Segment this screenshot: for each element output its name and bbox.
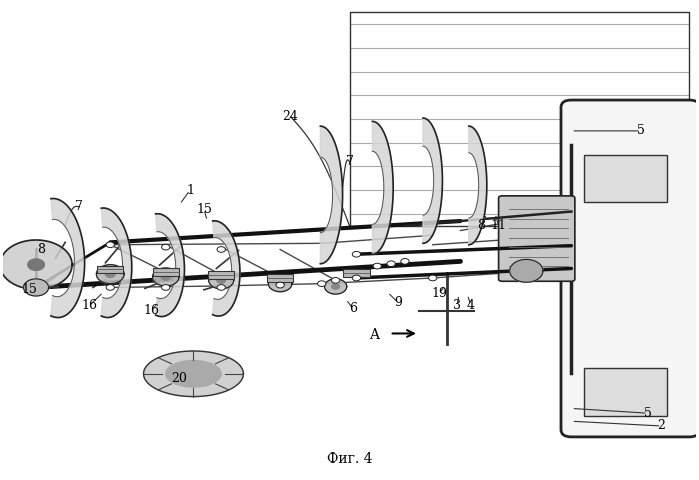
Text: 5: 5 (644, 407, 651, 420)
Text: 2: 2 (658, 420, 665, 432)
Polygon shape (510, 260, 543, 282)
FancyBboxPatch shape (561, 100, 699, 437)
Polygon shape (209, 272, 233, 289)
Circle shape (161, 285, 170, 290)
Circle shape (217, 285, 225, 290)
Polygon shape (0, 240, 72, 289)
Polygon shape (320, 126, 343, 264)
Polygon shape (101, 208, 131, 317)
Text: 11: 11 (491, 219, 507, 232)
Text: 9: 9 (394, 296, 402, 309)
Text: 7: 7 (75, 200, 83, 213)
Bar (152, 268, 179, 276)
Polygon shape (469, 126, 487, 245)
Circle shape (317, 281, 326, 287)
Text: 4: 4 (467, 299, 475, 312)
Polygon shape (268, 276, 292, 292)
Polygon shape (373, 121, 393, 254)
Circle shape (373, 263, 382, 269)
Bar (584, 155, 667, 202)
Text: 8: 8 (477, 219, 485, 232)
Bar (97, 265, 124, 273)
Polygon shape (24, 279, 48, 296)
Polygon shape (423, 118, 442, 243)
Polygon shape (143, 351, 243, 396)
Circle shape (387, 261, 395, 266)
Circle shape (331, 277, 340, 283)
Circle shape (352, 252, 361, 257)
Text: 24: 24 (282, 110, 298, 123)
Polygon shape (276, 281, 284, 287)
Polygon shape (161, 274, 171, 280)
Text: 20: 20 (172, 372, 187, 385)
Polygon shape (51, 199, 85, 318)
FancyBboxPatch shape (498, 196, 575, 281)
Bar (267, 274, 294, 282)
Bar (208, 271, 234, 279)
Text: Фиг. 4: Фиг. 4 (326, 452, 373, 466)
Text: 8: 8 (37, 243, 45, 256)
Polygon shape (106, 271, 115, 277)
Circle shape (217, 247, 225, 252)
Polygon shape (156, 214, 185, 316)
Text: A: A (369, 328, 379, 342)
Polygon shape (96, 264, 124, 284)
Circle shape (161, 244, 170, 250)
Circle shape (428, 275, 437, 281)
Polygon shape (332, 284, 340, 289)
Text: 15: 15 (196, 203, 212, 216)
Text: 7: 7 (345, 155, 354, 168)
Bar (584, 368, 667, 416)
Circle shape (106, 285, 115, 290)
Text: 6: 6 (349, 302, 357, 315)
Polygon shape (28, 259, 44, 270)
Circle shape (352, 275, 361, 281)
Circle shape (106, 242, 115, 248)
Circle shape (276, 282, 284, 288)
Polygon shape (324, 279, 347, 294)
Text: 3: 3 (453, 299, 461, 312)
Text: 16: 16 (144, 304, 160, 317)
Polygon shape (166, 360, 221, 387)
Text: 19: 19 (432, 287, 447, 300)
Text: 5: 5 (637, 124, 644, 137)
Text: 15: 15 (21, 283, 37, 296)
Circle shape (401, 259, 409, 264)
Bar (350, 12, 689, 226)
Text: 1: 1 (186, 184, 194, 197)
Polygon shape (217, 277, 226, 283)
Polygon shape (152, 268, 179, 286)
Bar (343, 269, 370, 277)
Bar (350, 12, 689, 226)
Polygon shape (212, 221, 240, 316)
Text: 16: 16 (82, 299, 97, 312)
